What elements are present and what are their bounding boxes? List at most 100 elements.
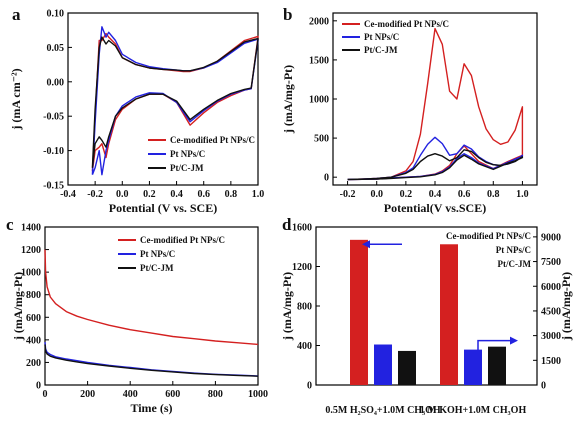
y2-axis-label: j (mA/mg-Pt) — [559, 272, 573, 341]
y-tick-label: 500 — [314, 134, 329, 145]
y-tick-label: 1200 — [292, 262, 312, 273]
legend-label: Pt/C-JM — [498, 259, 532, 269]
legend-label: Pt/C-JM — [140, 263, 174, 273]
x-axis-label: Time (s) — [130, 401, 172, 415]
legend-label: Ce-modified Pt NPs/C — [446, 231, 531, 241]
y2-tick-label: 7500 — [541, 257, 561, 268]
series-line-3 — [347, 149, 524, 181]
x-tick-label: 0.4 — [170, 189, 183, 200]
x-tick-label: 1.0 — [516, 189, 529, 200]
y-tick-label: -0.05 — [43, 112, 64, 123]
y-tick-label: 400 — [297, 341, 312, 352]
legend-label: Ce-modified Pt NPs/C — [140, 235, 225, 245]
right-axis-arrowhead — [510, 336, 518, 345]
y-tick-label: -0.15 — [43, 181, 64, 192]
bar-1-2 — [374, 344, 392, 385]
y-tick-label: 0 — [36, 381, 41, 392]
x-tick-label: -0.2 — [87, 189, 103, 200]
category-label: 1 M KOH+1.0M CH₃OH — [420, 405, 527, 416]
y-tick-label: 2000 — [309, 16, 329, 27]
legend-label: Pt/C-JM — [170, 163, 204, 173]
x-tick-label: 0.0 — [370, 189, 383, 200]
x-tick-label: 400 — [123, 389, 138, 400]
y-tick-label: 200 — [26, 358, 41, 369]
panel-a: -0.4 -0.2 0.0 0.2 0.4 0.6 0.8 1.0 -0.15 -0.10 -0.0… — [9, 5, 264, 215]
x-tick-label: -0.4 — [60, 189, 76, 200]
y-tick-label: 1500 — [309, 55, 329, 66]
x-tick-label: 1000 — [248, 389, 268, 400]
y2-tick-label: 0 — [541, 381, 546, 392]
y-tick-label: 1000 — [309, 95, 329, 106]
legend-b: Ce-modified Pt NPs/C Pt NPs/C Pt/C-JM — [342, 19, 449, 55]
x-tick-label: 0.2 — [143, 189, 156, 200]
y-tick-label: 0.05 — [47, 43, 65, 54]
legend-label: Pt NPs/C — [496, 245, 531, 255]
x-tick-label: 0.4 — [429, 189, 442, 200]
y-tick-label: 0.00 — [47, 77, 65, 88]
panel-letter-b: b — [283, 5, 292, 24]
x-tick-label: 0.2 — [400, 189, 413, 200]
plot-frame — [67, 12, 259, 186]
legend-c: Ce-modified Pt NPs/C Pt NPs/C Pt/C-JM — [118, 235, 225, 273]
category-label: 0.5M H₂SO₄+1.0M CH₃OH — [325, 405, 440, 416]
legend-label: Ce-modified Pt NPs/C — [364, 19, 449, 29]
y-tick-label: 1200 — [21, 245, 41, 256]
x-tick-label: 0.8 — [487, 189, 500, 200]
panel-letter-a: a — [12, 5, 21, 24]
panel-b: -0.2 0.0 0.2 0.4 0.6 0.8 1.0 0 500 1000 1500 2000 Po… — [281, 5, 538, 215]
x-tick-label: 600 — [165, 389, 180, 400]
legend-label: Pt NPs/C — [170, 149, 205, 159]
y-tick-label: 400 — [26, 335, 41, 346]
y-axis-label: j (mA/mg-Pt) — [281, 65, 295, 134]
legend-a: Ce-modified Pt NPs/C Pt NPs/C Pt/C-JM — [148, 135, 255, 173]
y-tick-label: 1000 — [21, 268, 41, 279]
y-tick-label: 0 — [324, 173, 329, 184]
series-line-3 — [91, 36, 259, 168]
y-tick-label: -0.10 — [43, 146, 64, 157]
bar-2-3 — [488, 346, 506, 385]
panel-c: 0 200 400 600 800 1000 0 200 400 600 800 1000 1200 14… — [6, 215, 268, 415]
y-axis-label: j (mA/mg-Pt) — [280, 272, 294, 341]
y-axis-label: j (mA/mg-Pt) — [11, 272, 25, 341]
series-line-1 — [44, 249, 259, 346]
y2-tick-label: 6000 — [541, 282, 561, 293]
x-tick-label: 0.6 — [458, 189, 471, 200]
y-tick-label: 0 — [307, 381, 312, 392]
y-tick-label: 1400 — [21, 223, 41, 234]
y-tick-label: 1600 — [292, 223, 312, 234]
y-tick-label: 800 — [26, 290, 41, 301]
y2-tick-label: 3000 — [541, 331, 561, 342]
y-axis-label: j (mA cm⁻²) — [9, 68, 23, 130]
x-tick-label: 800 — [208, 389, 223, 400]
panel-letter-c: c — [6, 215, 14, 234]
x-tick-label: 0 — [43, 389, 48, 400]
y-tick-label: 800 — [297, 302, 312, 313]
x-tick-label: 200 — [80, 389, 95, 400]
y2-tick-label: 4500 — [541, 306, 561, 317]
x-tick-label: 0.8 — [225, 189, 238, 200]
series-line-2 — [347, 136, 524, 181]
x-tick-label: 0.6 — [197, 189, 210, 200]
x-tick-label: 0.0 — [116, 189, 129, 200]
legend-label: Pt/C-JM — [364, 45, 398, 55]
legend-label: Pt NPs/C — [140, 249, 175, 259]
x-tick-label: -0.2 — [340, 189, 356, 200]
y-tick-label: 600 — [26, 313, 41, 324]
legend-label: Pt NPs/C — [364, 32, 399, 42]
bar-2-2 — [464, 349, 482, 385]
legend-label: Ce-modified Pt NPs/C — [170, 135, 255, 145]
x-axis-label: Potential (V vs. SCE) — [109, 201, 217, 215]
plot-frame — [44, 226, 259, 386]
y2-tick-label: 9000 — [541, 232, 561, 243]
x-axis-label: Potential(V vs.SCE) — [384, 201, 486, 215]
series-line-3 — [44, 344, 259, 377]
series-line-1 — [91, 32, 259, 172]
bar-1-3 — [398, 350, 416, 385]
bar-2-1 — [440, 244, 458, 385]
right-axis-arrow — [477, 339, 514, 355]
panel-letter-d: d — [282, 215, 292, 234]
legend-d: Ce-modified Pt NPs/C Pt NPs/C Pt/C-JM — [446, 231, 531, 269]
x-tick-label: 1.0 — [252, 189, 265, 200]
y-tick-label: 0.10 — [47, 9, 65, 20]
